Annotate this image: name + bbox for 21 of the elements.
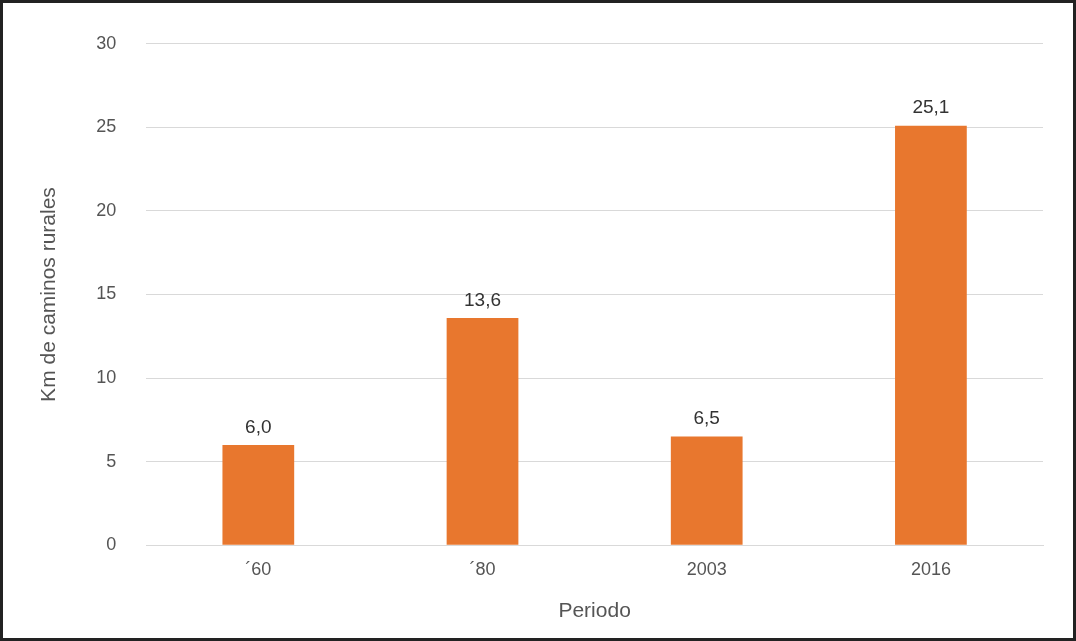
data-label: 25,1 [912,96,950,118]
x-tick-label: 2003 [686,558,727,579]
bar [895,125,967,545]
y-tick-label: 5 [106,450,117,471]
y-tick-label: 10 [96,367,117,388]
x-axis-title: Periodo [558,598,631,622]
data-label: 6,5 [693,407,720,429]
x-tick-label: ´80 [469,558,496,579]
y-tick-label: 25 [96,116,117,137]
data-label: 6,0 [245,415,272,437]
bar [670,436,743,545]
x-tick-label: 2016 [910,558,951,579]
y-tick-label: 30 [96,32,117,53]
data-label: 13,6 [464,288,502,310]
y-tick-label: 15 [96,283,117,304]
x-tick-label: ´60 [245,558,272,579]
y-tick-label: 0 [106,534,117,555]
y-axis-title: Km de caminos rurales [36,187,60,402]
bar [446,317,519,545]
bar [222,444,295,545]
y-tick-label: 20 [96,199,117,220]
